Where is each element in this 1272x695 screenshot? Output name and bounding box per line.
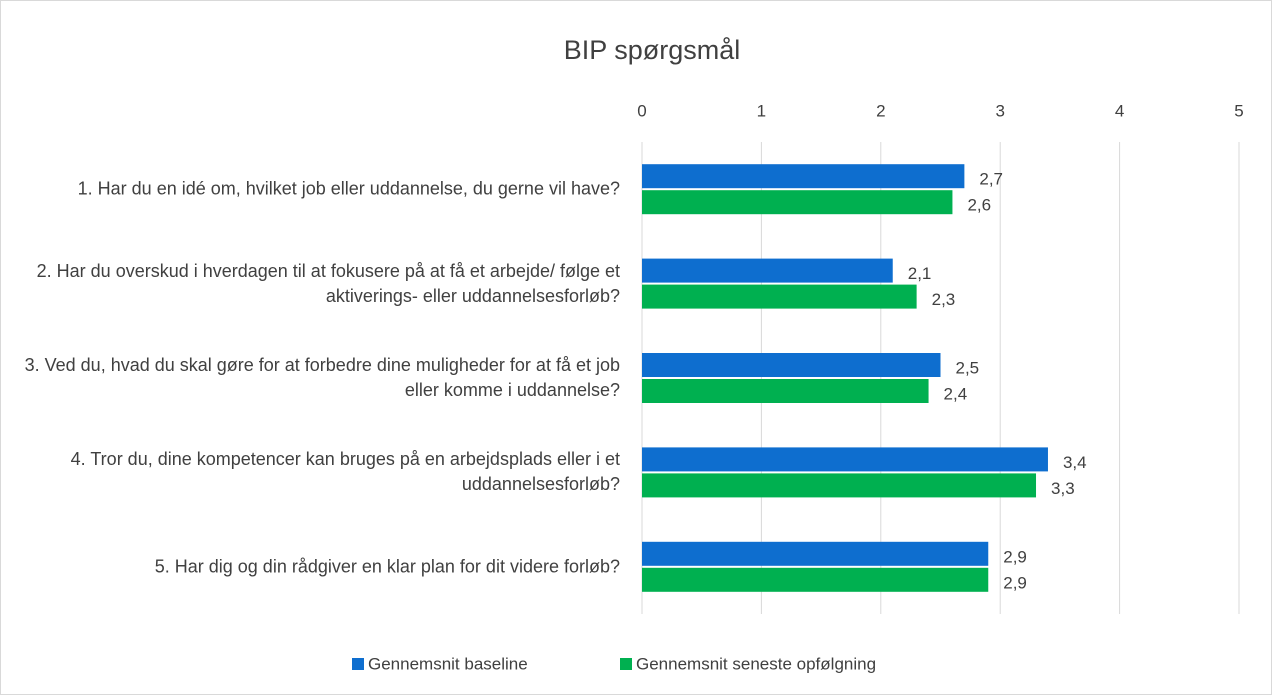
- x-tick-label: 2: [876, 101, 885, 120]
- data-label: 3,4: [1063, 453, 1087, 472]
- bar: [642, 541, 989, 566]
- x-tick-label: 4: [1115, 101, 1124, 120]
- data-label: 2,7: [979, 170, 1003, 189]
- bar: [642, 258, 893, 283]
- bar: [642, 473, 1037, 498]
- legend-swatch: [352, 658, 364, 670]
- data-label: 2,9: [1003, 573, 1027, 592]
- x-tick-label: 3: [995, 101, 1004, 120]
- category-label: 3. Ved du, hvad du skal gøre for at forb…: [24, 355, 620, 400]
- data-label: 2,3: [932, 290, 956, 309]
- data-label: 2,5: [956, 358, 980, 377]
- legend-swatch: [620, 658, 632, 670]
- data-label: 2,6: [967, 196, 991, 215]
- bar: [642, 284, 917, 309]
- x-tick-label: 1: [757, 101, 766, 120]
- bar: [642, 447, 1048, 472]
- data-label: 2,4: [944, 384, 968, 403]
- x-tick-label: 5: [1234, 101, 1243, 120]
- category-label: 5. Har dig og din rådgiver en klar plan …: [154, 556, 620, 577]
- bar: [642, 164, 965, 189]
- bar: [642, 567, 989, 592]
- chart-title: BIP spørgsmål: [564, 35, 741, 65]
- category-label: 2. Har du overskud i hverdagen til at fo…: [36, 260, 620, 306]
- category-label: 4. Tror du, dine kompetencer kan bruges …: [70, 449, 620, 495]
- legend-label: Gennemsnit baseline: [368, 654, 528, 673]
- legend-label: Gennemsnit seneste opfølgning: [636, 654, 876, 673]
- data-label: 3,3: [1051, 479, 1075, 498]
- x-tick-label: 0: [637, 101, 646, 120]
- bar: [642, 353, 941, 377]
- data-label: 2,1: [908, 264, 932, 283]
- bar: [642, 190, 953, 215]
- category-label: 1. Har du en idé om, hvilket job eller u…: [77, 178, 620, 199]
- bar: [642, 379, 929, 403]
- data-label: 2,9: [1003, 547, 1027, 566]
